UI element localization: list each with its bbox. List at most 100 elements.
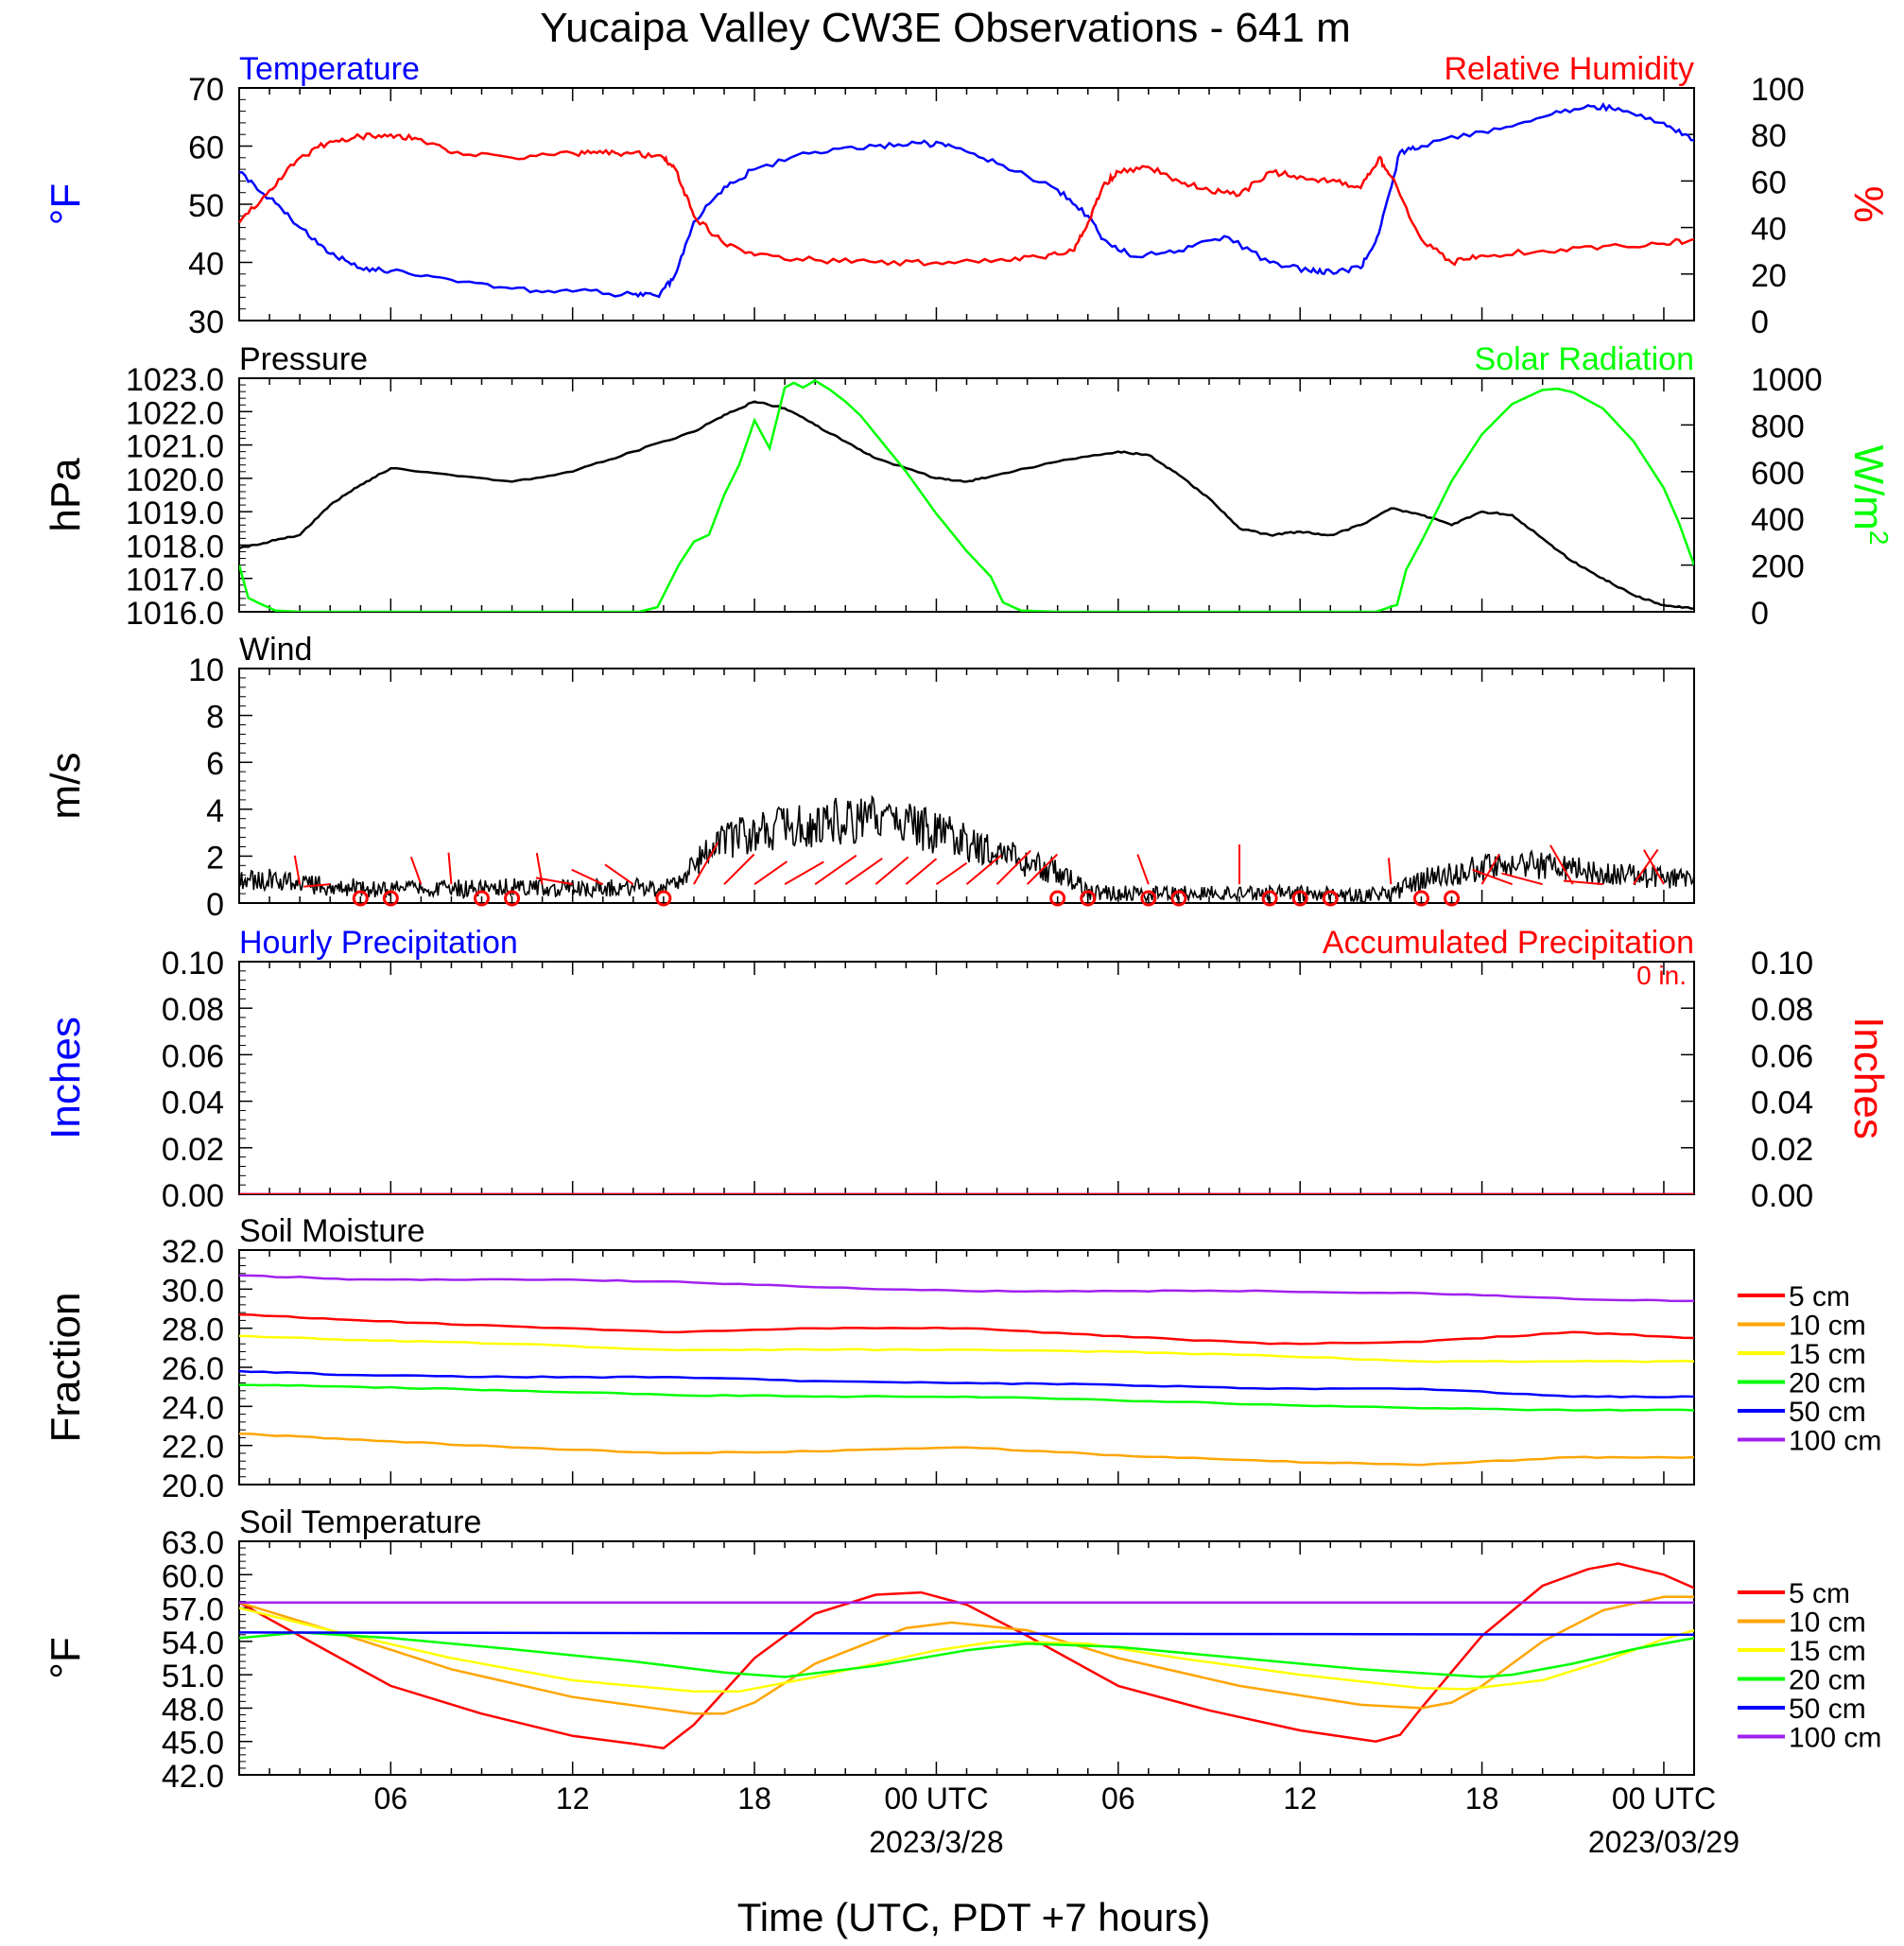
chart-title: Yucaipa Valley CW3E Observations - 641 m: [540, 5, 1351, 51]
panel-frame: [238, 961, 1695, 1195]
panel-frame: [238, 377, 1695, 613]
panel-title-right: Solar Radiation: [1475, 341, 1694, 377]
legend-label: 15 cm: [1789, 1339, 1866, 1370]
panel-title-left: Pressure: [239, 341, 368, 377]
calm-wind-marker: [474, 890, 490, 907]
wind-barb: [409, 856, 423, 885]
series-line-relative-humidity: [239, 132, 1694, 268]
series-line-10-cm: [239, 1433, 1694, 1467]
calm-wind-marker: [1444, 890, 1460, 907]
y-tick-label-right: 20: [1751, 258, 1787, 294]
y-tick-label-left: 50: [188, 188, 224, 224]
x-tick-label: 06: [374, 1781, 408, 1816]
x-tick-label: 12: [1283, 1781, 1317, 1816]
y-tick-label-left: 28.0: [162, 1312, 224, 1348]
y-tick-label-left: 1019.0: [126, 495, 224, 531]
calm-wind-marker: [1322, 890, 1339, 907]
series-line-50-cm: [239, 1631, 1694, 1637]
panel-frame: [238, 1249, 1695, 1486]
legend-label: 5 cm: [1789, 1578, 1850, 1609]
wind-barb: [844, 858, 883, 885]
calm-wind-marker: [1291, 890, 1308, 907]
panel-wind: 0 2 4 6 8 10 Wind m/s: [43, 632, 1695, 923]
y-tick-label-left: 63.0: [162, 1525, 224, 1561]
y-axis-label-left: °F: [43, 183, 89, 225]
y-axis-label-left: °F: [43, 1637, 89, 1678]
y-tick-label-left: 1017.0: [126, 563, 224, 599]
series-line-solar-radiation: [239, 379, 1694, 612]
y-axis-label-left: Inches: [43, 1016, 89, 1139]
x-date-label: 2023/03/29: [1588, 1825, 1740, 1859]
series-line-wind: [239, 794, 1694, 903]
y-axis-label-right: Inches: [1845, 1016, 1892, 1139]
y-axis-label-right: %: [1845, 185, 1892, 222]
series-line-10-cm: [239, 1595, 1694, 1715]
y-tick-label-left: 1016.0: [126, 596, 224, 632]
series-line-15-cm: [239, 1607, 1694, 1694]
wind-barb: [905, 858, 938, 885]
y-tick-label-left: 26.0: [162, 1351, 224, 1387]
y-tick-label-right: 800: [1751, 408, 1805, 444]
legend-label: 20 cm: [1789, 1368, 1866, 1399]
wind-barb: [571, 868, 604, 886]
legend-label: 20 cm: [1789, 1665, 1866, 1696]
wind-barb: [604, 863, 634, 885]
series-group: [239, 1562, 1694, 1750]
y-tick-label-right: 40: [1751, 212, 1787, 248]
panel-title-left: Hourly Precipitation: [239, 925, 518, 961]
y-tick-label-right: 100: [1751, 72, 1805, 108]
wind-barb: [293, 855, 302, 885]
wind-barb: [303, 883, 331, 888]
y-tick-label-left: 22.0: [162, 1430, 224, 1466]
panel-frame: [238, 87, 1695, 321]
legend-label: 15 cm: [1789, 1636, 1866, 1667]
series-line-20-cm: [239, 1383, 1694, 1412]
y-tick-label-left: 42.0: [162, 1759, 224, 1795]
y-tick-label-left: 2: [206, 840, 224, 876]
calm-wind-marker: [1170, 890, 1187, 907]
y-tick-label-left: 8: [206, 700, 224, 736]
calm-wind-marker: [1412, 890, 1429, 907]
series-line-temperature: [239, 101, 1694, 299]
x-tick-label: 00 UTC: [1612, 1781, 1716, 1816]
x-tick-label: 12: [556, 1781, 590, 1816]
panel-temperature-humidity: 30 40 50 60 70 0 20 40 60 80 100 Temperature Relativ…: [43, 51, 1892, 340]
y-tick-label-left: 10: [188, 652, 224, 688]
y-tick-label-right: 0.08: [1751, 992, 1813, 1028]
y-tick-label-left: 24.0: [162, 1390, 224, 1426]
panel-title-left: Wind: [239, 632, 312, 668]
y-tick-label-left: 60: [188, 130, 224, 166]
y-tick-label-left: 1023.0: [126, 362, 224, 398]
y-tick-label-right: 0.10: [1751, 946, 1813, 982]
series-group: [239, 101, 1694, 299]
y-tick-label-left: 1021.0: [126, 429, 224, 465]
legend-label: 100 cm: [1789, 1426, 1881, 1457]
wind-barb: [784, 860, 824, 886]
wind-barb: [723, 853, 755, 885]
calm-wind-marker: [382, 890, 399, 907]
series-line-5-cm: [239, 1562, 1694, 1750]
y-tick-label-left: 40: [188, 247, 224, 283]
wind-barb: [1563, 879, 1603, 886]
panel-title-left: Soil Temperature: [239, 1504, 481, 1540]
y-tick-label-right: 0.00: [1751, 1178, 1813, 1214]
y-axis-label-left: m/s: [43, 753, 89, 820]
legend-label: 100 cm: [1789, 1723, 1881, 1754]
wind-barb: [1549, 844, 1574, 885]
wind-barb: [753, 860, 788, 885]
y-axis-label-left: hPa: [43, 458, 89, 532]
wind-barb: [447, 852, 453, 885]
wind-barb: [935, 861, 968, 885]
series-line-5-cm: [239, 1312, 1694, 1346]
y-tick-label-right: 0.04: [1751, 1086, 1813, 1121]
x-tick-label: 06: [1101, 1781, 1135, 1816]
y-tick-label-left: 54.0: [162, 1625, 224, 1661]
y-tick-label-right: 0.02: [1751, 1132, 1813, 1168]
calm-wind-marker: [1261, 890, 1278, 907]
y-tick-label-left: 0.00: [162, 1178, 224, 1214]
accumulated-total-label: 0 in.: [1636, 961, 1687, 990]
legend-label: 50 cm: [1789, 1397, 1866, 1428]
y-tick-label-right: 80: [1751, 118, 1787, 154]
y-tick-label-right: 60: [1751, 165, 1787, 200]
panel-soil-temperature: 42.045.048.051.054.057.060.063.0 Soil Tem…: [43, 1504, 1881, 1795]
